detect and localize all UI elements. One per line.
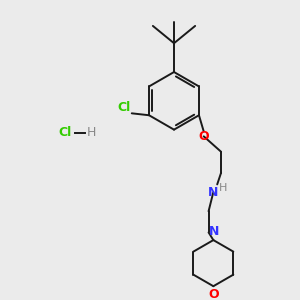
- Text: Cl: Cl: [118, 101, 131, 114]
- Text: O: O: [198, 130, 209, 143]
- Text: N: N: [208, 186, 219, 199]
- Text: H: H: [87, 126, 96, 139]
- Text: N: N: [209, 225, 220, 238]
- Text: H: H: [219, 183, 227, 193]
- Text: O: O: [208, 288, 219, 300]
- Text: Cl: Cl: [59, 126, 72, 139]
